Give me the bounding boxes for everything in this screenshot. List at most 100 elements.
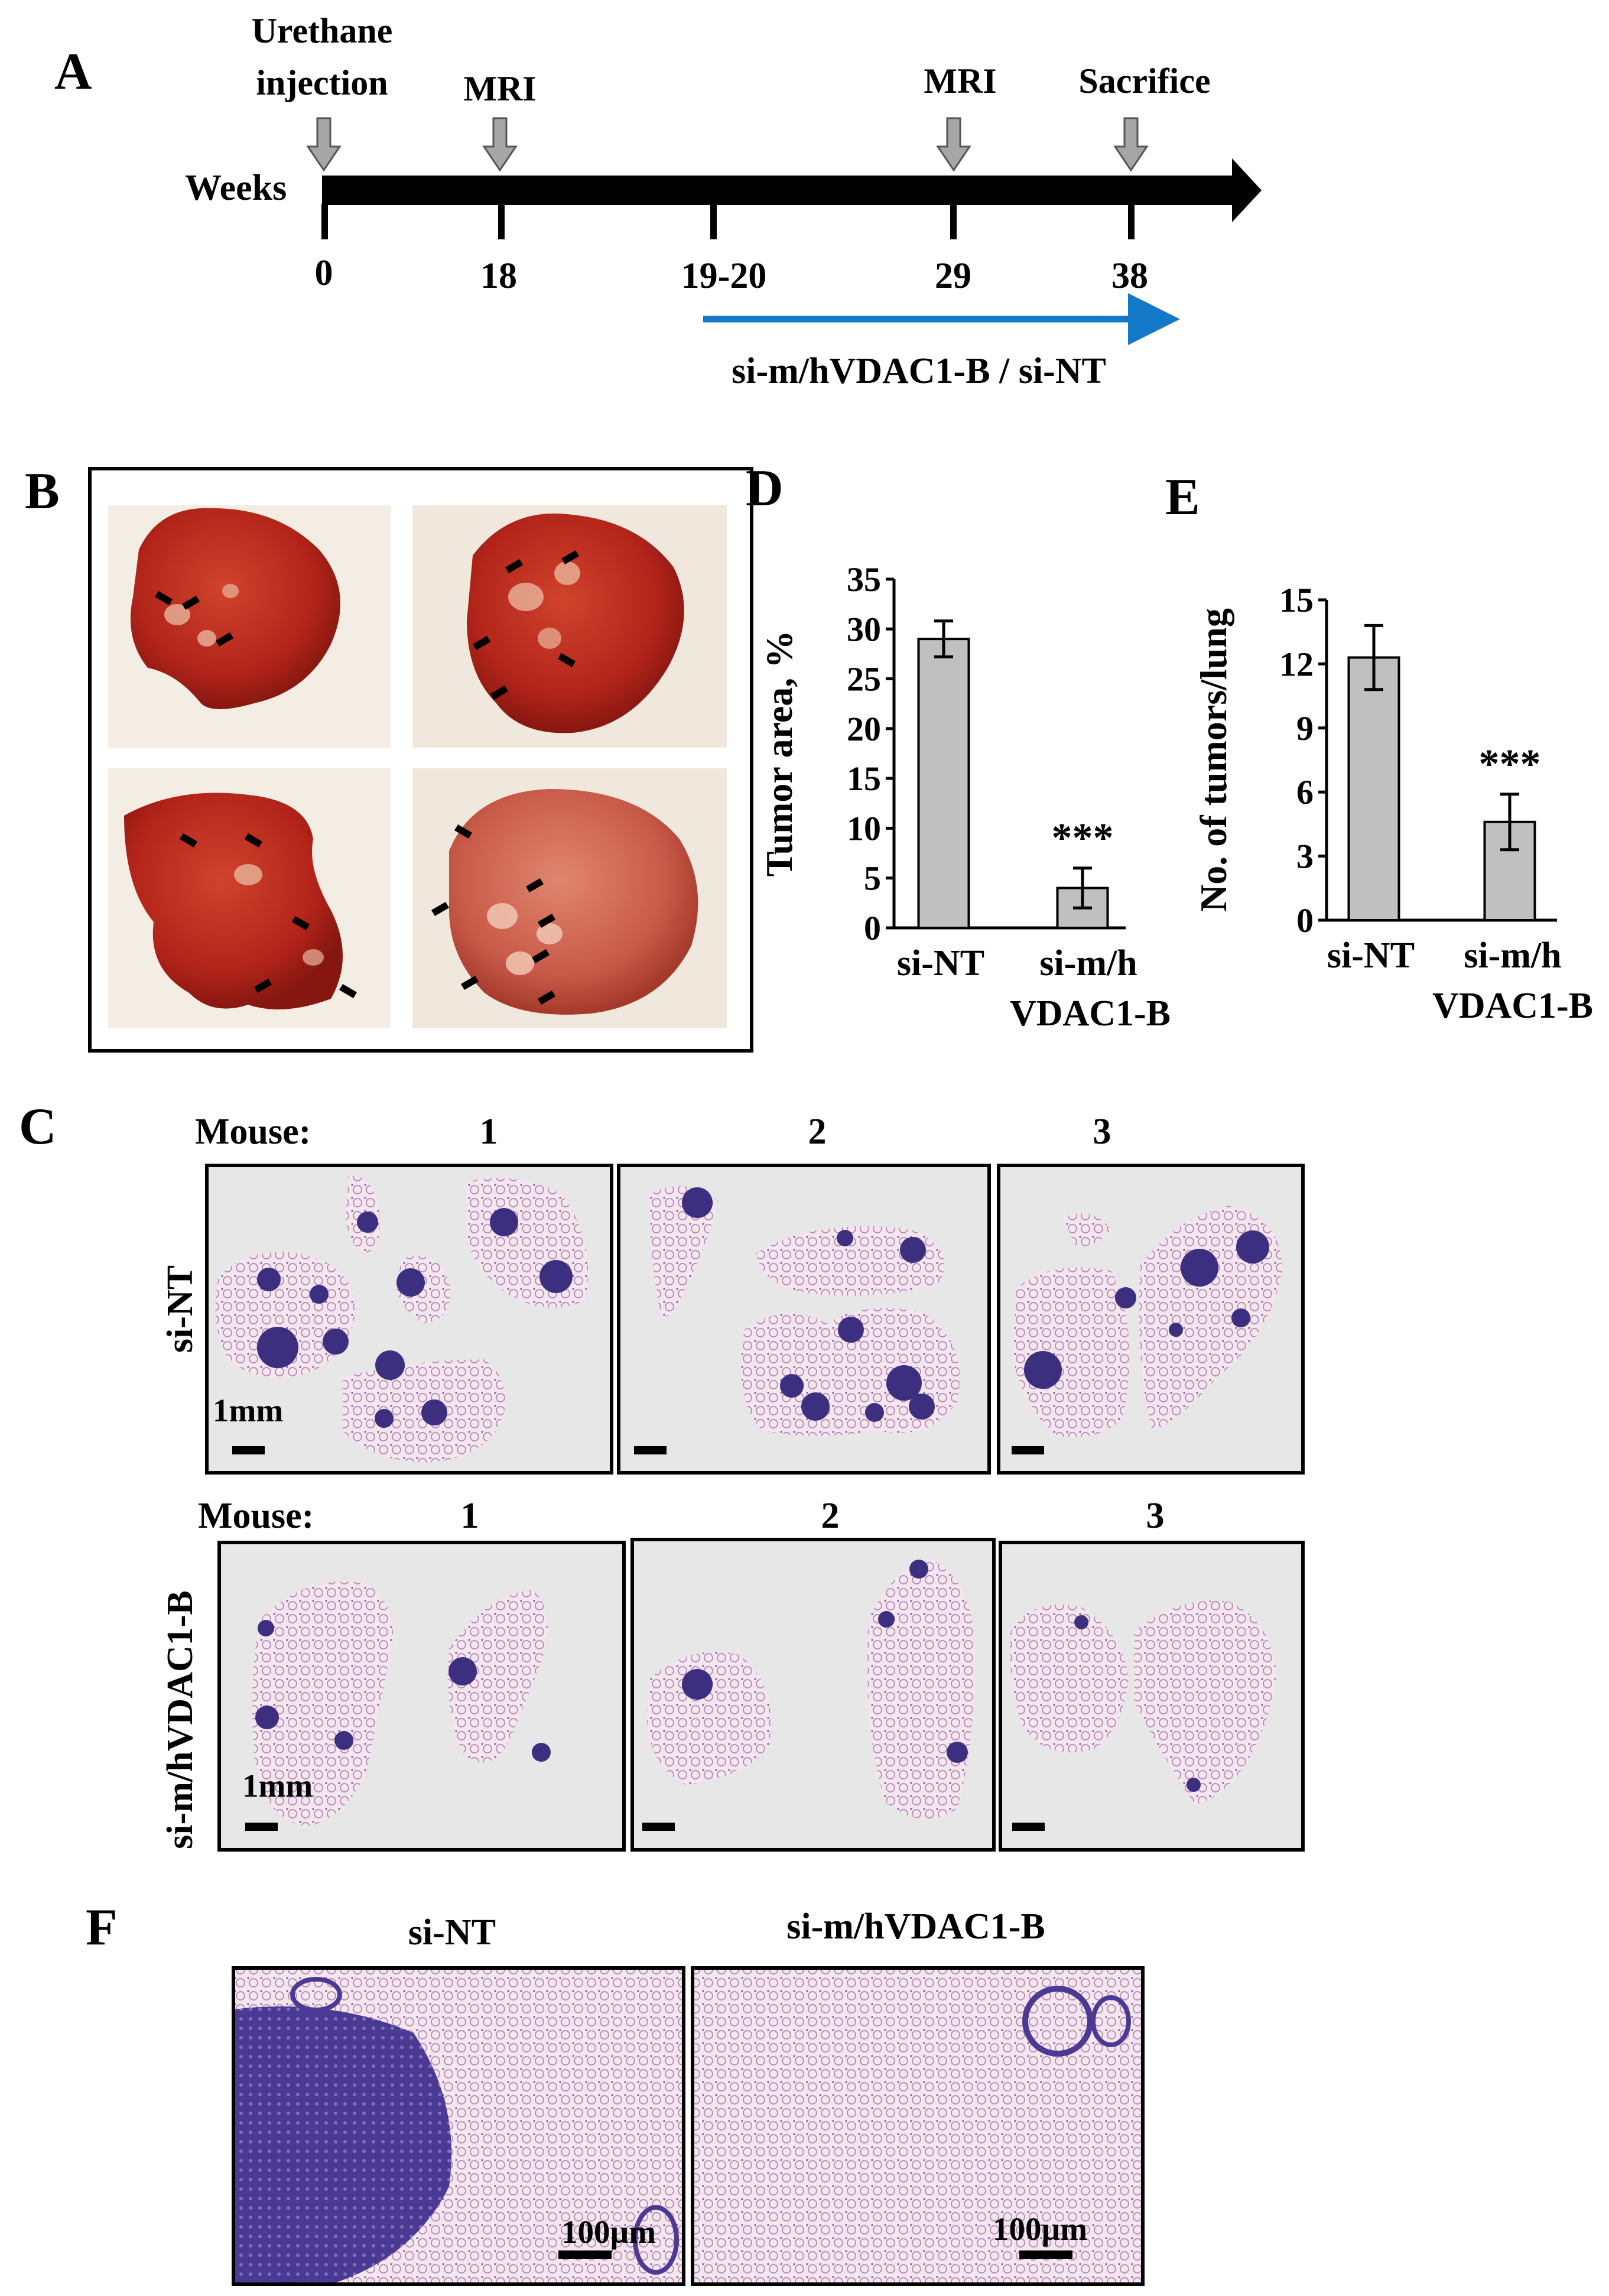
scale-bar xyxy=(1019,2250,1072,2259)
tumor-nodules xyxy=(1024,1230,1269,1389)
mouse-number-r1-2: 2 xyxy=(808,1112,827,1152)
scale-bar xyxy=(245,1823,278,1831)
row-label-si-nt: si-NT xyxy=(160,1265,200,1353)
mouse-number-r1-1: 1 xyxy=(480,1112,498,1152)
tumor-pointer-icon xyxy=(180,833,357,998)
category-label: si-m/h xyxy=(1039,943,1137,983)
event-label-mri-1: MRI xyxy=(463,69,536,108)
treatment-label: si-m/hVDAC1-B / si-NT xyxy=(732,351,1106,391)
chart-tumors-per-lung: 0 3 6 9 12 15 No. of tumors/lung si-NT *** si-m/h… xyxy=(1192,581,1593,1026)
mouse-number-r2-3: 3 xyxy=(1146,1496,1165,1536)
y-tick-label: 5 xyxy=(864,859,881,898)
event-label-injection: injection xyxy=(256,63,388,102)
scale-bar xyxy=(1012,1446,1044,1454)
micrograph-si-vdac1: 100µm xyxy=(691,1966,1145,2286)
panel-label-c: C xyxy=(19,1098,57,1155)
chart-tumor-area: 0 5 10 15 20 25 30 35 Tumor area, % si-NT *** si-m/… xyxy=(758,560,1171,1034)
week-tick-38: 38 xyxy=(1111,256,1148,296)
y-tick-label: 0 xyxy=(1296,901,1314,940)
panel-f: F si-NT si-m/hVDAC1-B 100µm 100µm xyxy=(86,1899,1145,2286)
event-arrows xyxy=(306,117,1149,172)
y-axis-label: No. of tumors/lung xyxy=(1192,608,1234,912)
histology-frame-r2-2 xyxy=(630,1538,996,1852)
panel-label-d: D xyxy=(746,460,784,517)
scale-bar xyxy=(1012,1823,1045,1831)
week-tick-29: 29 xyxy=(935,256,971,296)
micro-scale-label-1: 100µm xyxy=(561,2214,656,2250)
week-tick-19-20: 19-20 xyxy=(681,256,767,296)
histology-frame-r1-3 xyxy=(997,1164,1305,1475)
mouse-number-r2-2: 2 xyxy=(821,1496,840,1536)
scale-bar xyxy=(558,2250,612,2259)
y-tick-label: 25 xyxy=(847,660,881,699)
histology-frame-r1-1: 1mm xyxy=(205,1164,613,1475)
tumor-nodules xyxy=(682,1560,968,1763)
lung-photo-2 xyxy=(412,505,727,748)
panel-b: B xyxy=(25,463,753,1053)
scale-bar xyxy=(642,1823,675,1831)
y-tick-label: 30 xyxy=(847,610,881,648)
significance-annotation: *** xyxy=(1052,816,1114,861)
tumor-nodules xyxy=(1074,1615,1201,1792)
panel-label-e: E xyxy=(1165,469,1200,526)
timeline-axis-label: Weeks xyxy=(185,168,287,208)
histology-frame-r2-3 xyxy=(999,1541,1305,1852)
y-tick-label: 6 xyxy=(1296,773,1314,811)
event-label-mri-2: MRI xyxy=(924,61,996,100)
tumor-pointer-icon xyxy=(431,824,555,1005)
histology-frame-r1-2 xyxy=(617,1164,991,1475)
row-label-si-vdac1: si-m/hVDAC1-B xyxy=(160,1590,200,1849)
panel-label-f: F xyxy=(86,1899,118,1956)
tumor-pointer-icon xyxy=(155,591,233,647)
down-arrow-icon xyxy=(482,117,518,172)
mouse-number-r1-3: 3 xyxy=(1093,1112,1111,1152)
category-label: si-NT xyxy=(897,943,984,983)
week-tick-18: 18 xyxy=(480,256,517,296)
y-tick-label: 15 xyxy=(847,759,881,798)
micro-label-si-nt: si-NT xyxy=(408,1912,496,1953)
micro-label-si-vdac1: si-m/hVDAC1-B xyxy=(786,1907,1045,1947)
significance-annotation: *** xyxy=(1479,742,1541,787)
y-tick-label: 9 xyxy=(1296,709,1314,748)
y-tick-label: 0 xyxy=(864,909,881,947)
panel-label-a: A xyxy=(54,43,92,100)
scale-bar xyxy=(232,1446,265,1454)
lung-photo-3 xyxy=(108,768,391,1028)
category-sublabel: VDAC1-B xyxy=(1432,986,1593,1026)
lung-photo-4 xyxy=(412,768,727,1028)
event-label-sacrifice: Sacrifice xyxy=(1078,61,1210,100)
mouse-label-row1: Mouse: xyxy=(195,1112,311,1152)
histology-frame-r2-1: 1mm xyxy=(217,1541,626,1852)
panel-a: A Urethane injection MRI MRI Sacrifice W… xyxy=(54,11,1262,391)
tumor-nodules xyxy=(682,1187,935,1422)
y-axis-label: Tumor area, % xyxy=(758,631,800,877)
mouse-label-row2: Mouse: xyxy=(198,1496,314,1536)
timeline-arrow xyxy=(322,158,1262,222)
micro-scale-label-2: 100µm xyxy=(993,2211,1087,2247)
panel-label-b: B xyxy=(25,463,60,520)
y-tick-label: 12 xyxy=(1279,645,1314,683)
category-sublabel: VDAC1-B xyxy=(1010,993,1171,1034)
event-label-urethane: Urethane xyxy=(252,11,393,50)
micrograph-si-nt: 100µm xyxy=(232,1966,685,2286)
week-tick-0: 0 xyxy=(315,253,333,293)
tumor-nodules xyxy=(257,1208,573,1428)
bar xyxy=(917,638,970,929)
lung-photo-1 xyxy=(108,505,391,748)
y-tick-label: 10 xyxy=(847,809,881,847)
scale-label-r1: 1mm xyxy=(213,1392,283,1428)
down-arrow-icon xyxy=(936,117,971,172)
y-tick-label: 3 xyxy=(1296,837,1314,876)
down-arrow-icon xyxy=(1113,117,1149,172)
panel-c: C Mouse: 1 2 3 si-NT 1mm xyxy=(19,1098,1305,1852)
scale-label-r2: 1mm xyxy=(242,1768,313,1804)
y-tick-label: 15 xyxy=(1279,581,1314,619)
mouse-number-r2-1: 1 xyxy=(461,1496,479,1536)
tumor-nodules xyxy=(255,1620,551,1762)
timeline-ticks xyxy=(321,204,1135,239)
scale-bar xyxy=(634,1446,667,1454)
tumor-pointer-icon xyxy=(473,550,579,700)
y-tick-label: 20 xyxy=(847,710,881,748)
down-arrow-icon xyxy=(306,117,342,172)
